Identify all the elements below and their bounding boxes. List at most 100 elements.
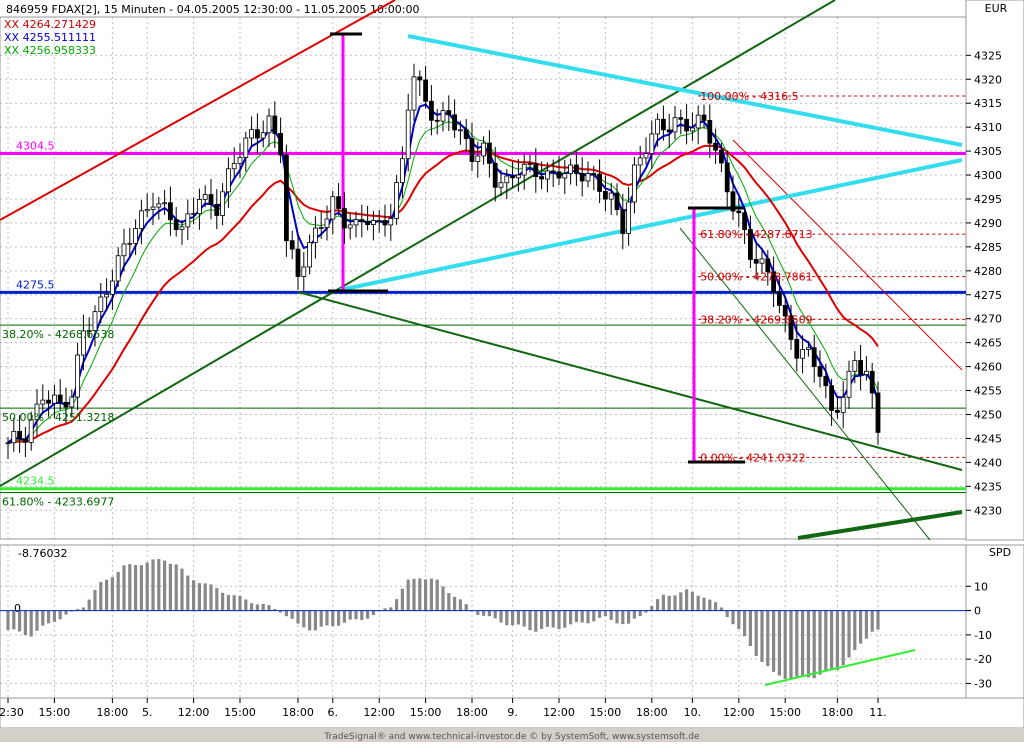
levels [0, 95, 966, 494]
candle-body [156, 203, 162, 208]
candle-body [22, 438, 28, 443]
oscillator-bar [273, 608, 277, 611]
red-channel-right-line [732, 139, 963, 371]
oscillator-bar [702, 597, 706, 611]
oscillator-bar [412, 578, 416, 611]
candle-body [440, 110, 446, 122]
oscillator-bar [348, 610, 352, 620]
candle-body [318, 227, 324, 229]
candle-body [533, 163, 539, 177]
candle-body [620, 209, 626, 234]
oscillator-bar [58, 610, 62, 620]
axis-ticks: 4230 4235 4240 4245 4250 4255 4260 4265 4270 4275… [0, 49, 1002, 719]
candle-body [556, 171, 562, 179]
candle-body [185, 213, 191, 228]
oscillator-bar [824, 610, 828, 671]
oscillator-bar [76, 609, 80, 611]
time-tick-label: 5. [142, 706, 153, 719]
candle-body [562, 173, 568, 179]
price-tick-label: 4270 [974, 313, 1002, 326]
candle-body [875, 392, 881, 433]
oscillator-bar [406, 579, 410, 611]
price-axis-unit: EUR [985, 2, 1008, 15]
oscillator-bar [847, 610, 851, 658]
oscillator-bar [830, 610, 834, 670]
candle-body [713, 142, 718, 151]
ma-slow-line [7, 144, 879, 444]
oscillator-bar [151, 559, 155, 611]
candle-body [69, 396, 75, 408]
oscillator-bar [841, 610, 845, 666]
candle-body [202, 194, 208, 200]
candle-body [92, 311, 98, 331]
oscillator-bar [748, 610, 752, 646]
oscillator-bar [522, 610, 526, 627]
price-tick-label: 4245 [974, 432, 1002, 445]
time-tick-label: 15:00 [224, 706, 256, 719]
candle-body [690, 127, 695, 132]
candle-body [179, 226, 185, 231]
fibo-right-label: 0.00% - 4241.0322 [700, 451, 805, 464]
drawings [0, 0, 963, 686]
osc-tick-label: -30 [974, 677, 992, 690]
oscillator-bar [52, 610, 56, 622]
oscillator-bar [221, 592, 225, 611]
time-tick-label: 18:00 [456, 706, 488, 719]
candle-body [486, 142, 492, 164]
candle-body [388, 218, 394, 226]
oscillator-bar [592, 610, 596, 622]
candle-body [307, 242, 313, 268]
candle-body [104, 293, 109, 298]
oscillator-bar [435, 579, 439, 611]
oscillator-bar [540, 610, 544, 629]
oscillator-bar [383, 608, 387, 611]
candle-body [138, 210, 144, 229]
oscillator-bar [29, 610, 33, 637]
oscillator-bar [569, 610, 573, 625]
candle-body [457, 129, 463, 132]
candle-body [46, 399, 51, 404]
candle-body [516, 174, 521, 179]
candle-body [840, 396, 846, 413]
candle-body [591, 173, 597, 175]
oscillator-bar [644, 610, 648, 613]
footer-credit: TradeSignal® and www.technical-investor.… [323, 732, 700, 742]
candle-body [835, 409, 840, 413]
candle-body [81, 330, 86, 356]
candle-body [382, 220, 388, 226]
candle-body [817, 366, 823, 377]
oscillator-bar [818, 610, 822, 675]
candle-body [254, 129, 260, 139]
time-tick-label: 9. [507, 706, 518, 719]
oscillator-bar [366, 610, 370, 619]
candle-body [359, 219, 365, 223]
candle-body [724, 162, 730, 193]
oscillator-bar [714, 602, 718, 611]
candle-body [852, 360, 858, 372]
candle-body [782, 304, 788, 317]
price-tick-label: 4240 [974, 456, 1002, 469]
candle-body [394, 182, 400, 219]
oscillator-bars [0, 559, 966, 680]
level-label: 4275.5 [16, 278, 55, 291]
time-tick-label: 10. [684, 706, 702, 719]
candle-body [347, 224, 353, 229]
candle-body [719, 149, 724, 164]
level-label: 4234.5 [16, 475, 55, 488]
price-tick-label: 4275 [974, 289, 1002, 302]
oscillator-bar [731, 610, 735, 625]
oscillator-bar [870, 610, 874, 632]
ma-legend-green: XX 4256.958333 [4, 44, 96, 57]
oscillator-bar [696, 595, 700, 611]
oscillator-bar [342, 610, 346, 623]
oscillator-bar [627, 610, 631, 624]
price-tick-label: 4325 [974, 49, 1002, 62]
candle-body [434, 119, 440, 122]
time-tick-label: 12:00 [543, 706, 575, 719]
candle-body [661, 118, 666, 131]
candle-body [301, 266, 307, 277]
candle-body [341, 208, 347, 229]
oscillator-bar [853, 610, 857, 650]
green-uptrend-line [0, 0, 836, 487]
